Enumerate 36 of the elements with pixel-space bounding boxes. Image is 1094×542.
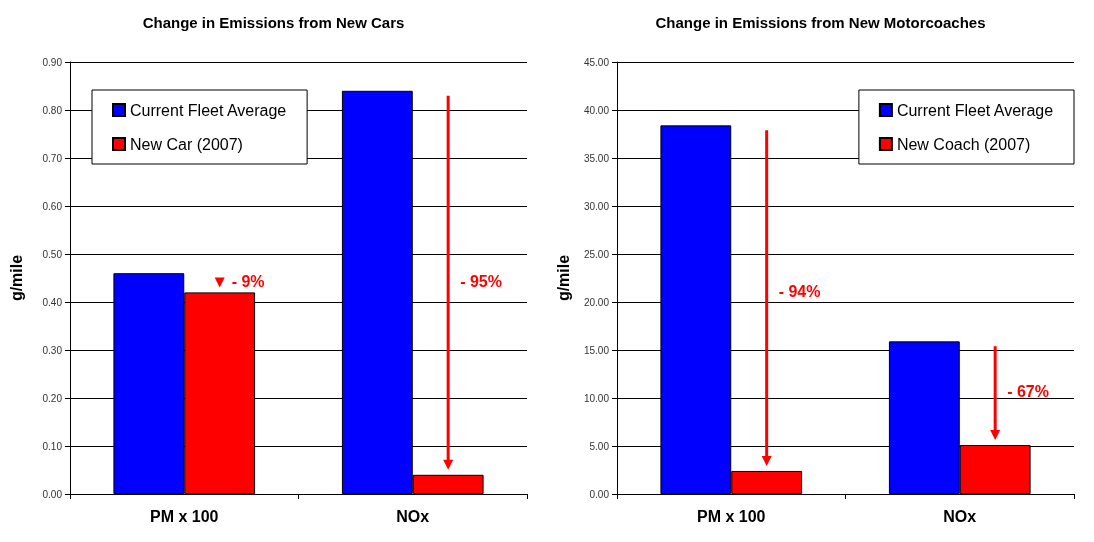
y-tick-label: 0.10	[42, 440, 63, 452]
y-tick-label: 5.00	[589, 440, 610, 452]
annotation: - 94%	[778, 282, 821, 300]
chart-title: Change in Emissions from New Motorcoaches	[655, 14, 986, 31]
y-tick-label: 30.00	[583, 200, 610, 212]
x-tick-label: PM x 100	[150, 507, 219, 525]
y-tick-label: 0.50	[42, 248, 63, 260]
y-tick-label: 0.80	[42, 104, 63, 116]
y-tick-label: 35.00	[583, 152, 610, 164]
y-tick-label: 0.30	[42, 344, 63, 356]
annotation: - 9%	[231, 273, 265, 291]
y-tick-label: 15.00	[583, 344, 610, 356]
annotation: - 67%	[1007, 383, 1049, 401]
x-tick-label: PM x 100	[697, 507, 766, 525]
y-tick-label: 40.00	[583, 104, 610, 116]
y-tick-label: 0.00	[42, 488, 63, 500]
legend-label: New Coach (2007)	[896, 135, 1031, 153]
y-tick-label: 0.60	[42, 200, 63, 212]
legend-label: Current Fleet Average	[896, 101, 1054, 119]
y-tick-label: 25.00	[583, 248, 610, 260]
legend-label: New Car (2007)	[130, 135, 243, 153]
y-tick-label: 0.00	[589, 488, 610, 500]
y-tick-label: 45.00	[583, 56, 610, 68]
y-tick-label: 10.00	[583, 392, 610, 404]
y-tick-label: 0.70	[42, 152, 63, 164]
y-tick-label: 0.20	[42, 392, 63, 404]
y-axis-title: g/mile	[554, 254, 572, 302]
annotation: - 95%	[460, 273, 502, 291]
x-tick-label: NOx	[396, 507, 430, 525]
x-tick-label: NOx	[943, 507, 977, 525]
chart-title: Change in Emissions from New Cars	[142, 14, 405, 31]
y-tick-label: 0.40	[42, 296, 63, 308]
y-tick-label: 0.90	[42, 56, 63, 68]
legend-label: Current Fleet Average	[130, 101, 287, 119]
y-tick-label: 20.00	[583, 296, 610, 308]
y-axis-title: g/mile	[7, 254, 25, 302]
